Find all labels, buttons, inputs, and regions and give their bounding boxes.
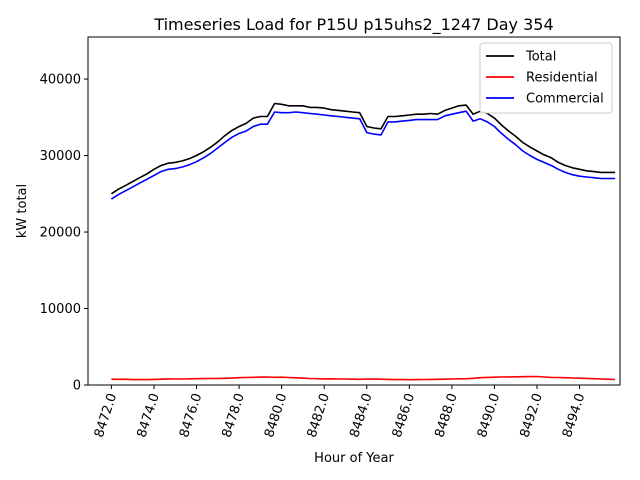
series-line-commercial — [110, 110, 616, 200]
series-layer — [110, 102, 616, 381]
x-axis-title: Hour of Year — [314, 451, 394, 466]
legend-box — [479, 42, 613, 114]
chart-title: Timeseries Load for P15U p15uhs2_1247 Da… — [153, 15, 553, 35]
legend-label-total: Total — [525, 50, 556, 65]
y-tick-label: 10000 — [40, 302, 81, 317]
legend-label-commercial: Commercial — [526, 92, 604, 107]
series-line-residential — [111, 375, 616, 381]
legend-label-residential: Residential — [526, 71, 598, 86]
series-line-total — [110, 102, 616, 195]
y-tick-label: 0 — [73, 379, 81, 394]
y-axis: 0 10000 20000 30000 40000 — [40, 73, 88, 394]
y-tick-label: 20000 — [40, 226, 81, 241]
y-tick-label: 40000 — [40, 73, 81, 88]
y-axis-title: kW total — [15, 184, 30, 238]
legend: Total Residential Commercial — [479, 42, 613, 114]
plot-frame — [87, 36, 621, 386]
y-tick-label: 30000 — [40, 149, 81, 164]
